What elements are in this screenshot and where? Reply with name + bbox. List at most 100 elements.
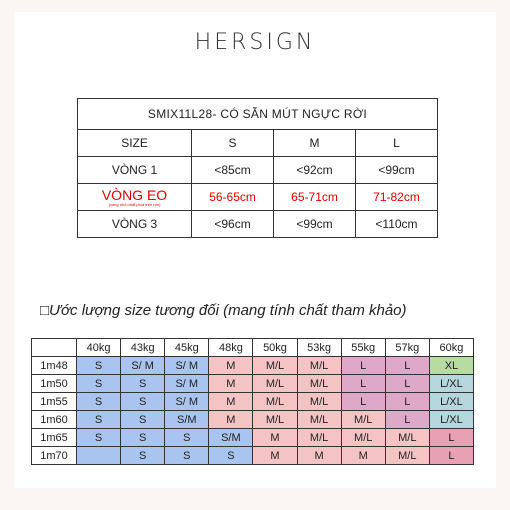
estimate-cell: M/L (296, 374, 342, 393)
weight-header-cell: 40kg (75, 338, 122, 357)
weight-header-cell: 43kg (120, 338, 166, 357)
estimate-row: 1m60 S S S/M M M/L M/L M/L L L/XL (31, 410, 475, 429)
size-header-cell: L (355, 129, 438, 157)
size-header-cell: M (273, 129, 356, 157)
estimate-row: 1m55 S S S/ M M M/L M/L L L L/XL (31, 392, 475, 411)
estimate-cell: L (340, 374, 386, 393)
estimate-cell: XL (428, 356, 475, 375)
estimate-cell: S (120, 428, 166, 447)
estimate-cell: S (75, 392, 122, 411)
estimate-row: 1m48 S S/ M S/ M M M/L M/L L L XL (31, 356, 475, 375)
measurement-name: VÒNG EO (101, 186, 168, 203)
estimate-cell: L (384, 392, 430, 411)
estimate-cell: S/ M (164, 356, 210, 375)
estimate-cell: M (252, 446, 298, 465)
estimate-cell: M/L (296, 392, 342, 411)
size-table-header-row: SIZE S M L (76, 129, 438, 157)
estimate-cell: S (75, 428, 122, 447)
estimate-cell: L (428, 428, 475, 447)
weight-header-cell: 60kg (428, 338, 475, 357)
estimate-cell: S (75, 356, 122, 375)
estimate-cell: S (120, 410, 166, 429)
estimate-cell: M (252, 428, 298, 447)
estimate-cell: S/M (208, 428, 254, 447)
measurement-value: <85cm (191, 156, 275, 184)
estimate-cell: S (164, 428, 210, 447)
estimate-cell: L/XL (428, 392, 475, 411)
estimate-cell: L (340, 356, 386, 375)
height-label: 1m48 (31, 356, 77, 375)
measurement-note: (vòng nhỏ nhất phía trên rốn) (108, 201, 161, 207)
estimate-cell: M (208, 356, 254, 375)
size-table-row: VÒNG 3 <96cm <99cm <110cm (76, 210, 438, 238)
brand-logo: HERSIGN (194, 30, 316, 55)
estimate-cell: M (296, 446, 342, 465)
measurement-value: 65-71cm (273, 183, 356, 211)
size-estimate-table: 40kg 43kg 45kg 48kg 50kg 53kg 55kg 57kg 60kg 1m48… (31, 338, 475, 465)
estimate-cell: M/L (252, 356, 298, 375)
weight-header-cell: 48kg (208, 338, 254, 357)
estimate-cell: L (428, 446, 475, 465)
estimate-cell: M/L (340, 410, 386, 429)
estimate-cell: L (384, 374, 430, 393)
estimate-cell: M (208, 392, 254, 411)
estimate-cell: S/ M (164, 392, 210, 411)
size-header-cell: S (191, 129, 275, 157)
measurement-label: VÒNG 1 (76, 156, 193, 184)
size-header-cell: SIZE (76, 129, 193, 157)
estimate-cell: S (75, 374, 122, 393)
measurement-value: 71-82cm (355, 183, 438, 211)
estimate-cell (75, 446, 122, 465)
measurement-value: <96cm (191, 210, 275, 238)
height-label: 1m65 (31, 428, 77, 447)
weight-header-cell: 45kg (164, 338, 210, 357)
estimate-header-row: 40kg 43kg 45kg 48kg 50kg 53kg 55kg 57kg 60kg (31, 338, 475, 357)
estimate-cell: M/L (296, 356, 342, 375)
estimate-cell: S/ M (164, 374, 210, 393)
estimate-cell: M/L (296, 428, 342, 447)
estimate-cell: L (384, 356, 430, 375)
estimate-cell: L/XL (428, 374, 475, 393)
estimate-row: 1m65 S S S S/M M M/L M/L M/L L (31, 428, 475, 447)
estimate-cell: M (340, 446, 386, 465)
estimate-cell: S (164, 446, 210, 465)
estimate-cell: M/L (296, 410, 342, 429)
estimate-cell: M/L (252, 410, 298, 429)
estimate-row: 1m50 S S S/ M M M/L M/L L L L/XL (31, 374, 475, 393)
size-table-row: VÒNG EO (vòng nhỏ nhất phía trên rốn) 56-6… (76, 183, 438, 211)
estimate-cell: S (208, 446, 254, 465)
estimate-cell: S (75, 410, 122, 429)
size-chart-table: SMIX11L28- CÓ SẴN MÚT NGỰC RỜI SIZE S M L VÒN… (76, 98, 438, 238)
measurement-value: <110cm (355, 210, 438, 238)
size-table-title: SMIX11L28- CÓ SẴN MÚT NGỰC RỜI (77, 98, 438, 130)
estimate-cell: M/L (384, 446, 430, 465)
estimate-row: 1m70 S S S M M M M/L L (31, 446, 475, 465)
estimate-cell: M (208, 410, 254, 429)
weight-header-cell: 57kg (384, 338, 430, 357)
estimate-cell: S (120, 392, 166, 411)
height-label: 1m50 (31, 374, 77, 393)
measurement-value: <92cm (273, 156, 356, 184)
estimate-cell: L (384, 410, 430, 429)
measurement-value: <99cm (273, 210, 356, 238)
estimate-cell: M/L (252, 392, 298, 411)
weight-header-cell: 55kg (340, 338, 386, 357)
measurement-value: 56-65cm (191, 183, 275, 211)
estimate-cell: S (120, 374, 166, 393)
weight-header-cell: 50kg (252, 338, 298, 357)
height-label: 1m55 (31, 392, 77, 411)
height-label: 1m60 (31, 410, 77, 429)
estimate-cell: L (340, 392, 386, 411)
estimate-cell: S/ M (120, 356, 166, 375)
size-table-row: VÒNG 1 <85cm <92cm <99cm (76, 156, 438, 184)
estimate-cell: M/L (384, 428, 430, 447)
estimate-cell: L/XL (428, 410, 475, 429)
weight-header-cell: 53kg (296, 338, 342, 357)
measurement-label: VÒNG EO (vòng nhỏ nhất phía trên rốn) (76, 183, 193, 211)
height-label: 1m70 (31, 446, 77, 465)
size-table-title-row: SMIX11L28- CÓ SẴN MÚT NGỰC RỜI (77, 98, 438, 130)
estimate-cell: M (208, 374, 254, 393)
estimate-cell: S/M (164, 410, 210, 429)
estimate-subtitle: □Ước lượng size tương đối (mang tính chấ… (40, 302, 407, 319)
measurement-label: VÒNG 3 (76, 210, 193, 238)
